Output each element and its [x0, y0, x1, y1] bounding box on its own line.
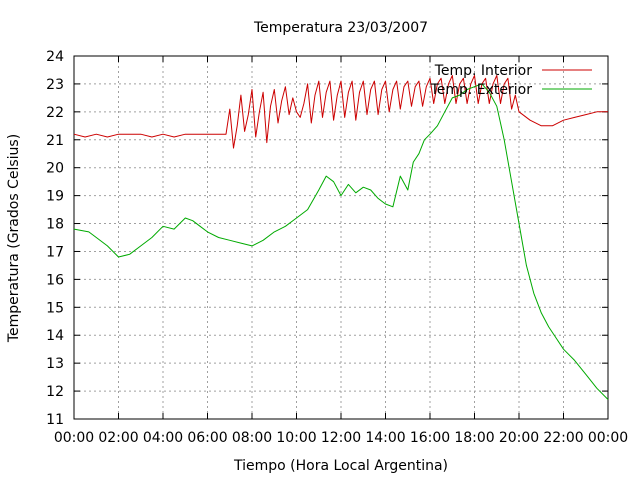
y-tick-label: 21 [46, 133, 64, 149]
y-tick-label: 23 [46, 77, 64, 93]
grid [74, 56, 608, 419]
x-tick-label: 10:00 [276, 430, 316, 446]
x-tick-label: 22:00 [543, 430, 583, 446]
y-tick-label: 12 [46, 384, 64, 400]
y-tick-label: 22 [46, 105, 64, 121]
y-tick-labels: 11 12 13 14 15 16 17 18 19 20 21 22 23 24 [46, 49, 64, 428]
legend: Temp. Interior Temp. Exterior [430, 63, 592, 98]
x-tick-label: 08:00 [232, 430, 272, 446]
x-tick-label: 20:00 [499, 430, 539, 446]
x-tick-label: 00:00 [54, 430, 94, 446]
y-tick-label: 24 [46, 49, 64, 65]
x-tick-label: 02:00 [98, 430, 138, 446]
chart-title: Temperatura 23/03/2007 [253, 20, 428, 36]
x-tick-label: 16:00 [410, 430, 450, 446]
y-tick-label: 16 [46, 272, 64, 288]
y-tick-label: 18 [46, 217, 64, 233]
y-tick-label: 19 [46, 189, 64, 205]
y-tick-label: 17 [46, 244, 64, 260]
x-tick-labels: 00:00 02:00 04:00 06:00 08:00 10:00 12:00 14:00… [54, 430, 628, 446]
y-tick-label: 11 [46, 412, 64, 428]
axis-ticks [73, 55, 609, 420]
y-tick-label: 15 [46, 300, 64, 316]
y-tick-label: 14 [46, 328, 64, 344]
x-axis-label: Tiempo (Hora Local Argentina) [233, 458, 448, 474]
series-lines [73, 75, 609, 400]
y-tick-label: 20 [46, 161, 64, 177]
series-line-exterior [73, 83, 609, 400]
x-tick-label: 12:00 [321, 430, 361, 446]
y-axis-label: Temperatura (Grados Celsius) [6, 134, 22, 343]
legend-label-exterior: Temp. Exterior [430, 82, 533, 98]
x-tick-label: 00:00 [588, 430, 628, 446]
x-tick-label: 14:00 [365, 430, 405, 446]
y-tick-label: 13 [46, 356, 64, 372]
x-tick-label: 04:00 [143, 430, 183, 446]
x-tick-label: 06:00 [187, 430, 227, 446]
x-tick-label: 18:00 [454, 430, 494, 446]
series-line-interior [73, 75, 608, 149]
legend-label-interior: Temp. Interior [434, 63, 533, 79]
